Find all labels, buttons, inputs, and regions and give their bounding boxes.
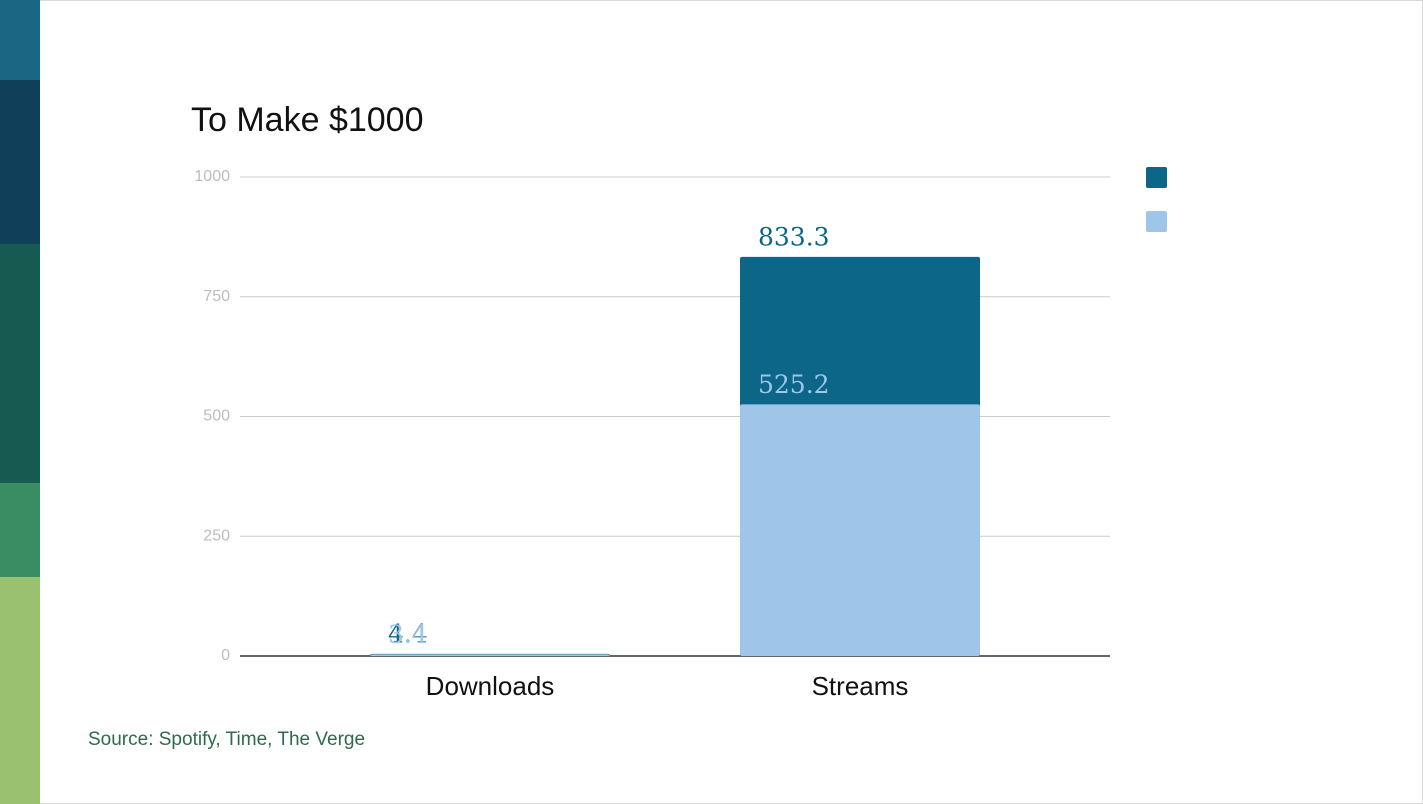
data-label: 525.2 bbox=[758, 370, 830, 399]
chart-title: To Make $1000 bbox=[191, 101, 424, 139]
y-tick-label: 1000 bbox=[194, 168, 230, 185]
strip-block bbox=[0, 80, 40, 244]
legend-swatch bbox=[1146, 167, 1167, 188]
y-tick-label: 0 bbox=[221, 647, 230, 664]
strip-block bbox=[0, 244, 40, 483]
strip-block bbox=[0, 0, 40, 80]
data-label: 3.4 bbox=[388, 620, 428, 649]
y-tick-label: 750 bbox=[203, 288, 230, 305]
bar bbox=[370, 654, 610, 656]
y-tick-label: 250 bbox=[203, 527, 230, 544]
x-tick-label: Streams bbox=[812, 671, 909, 701]
bar bbox=[740, 404, 980, 656]
y-tick-label: 500 bbox=[203, 408, 230, 425]
x-tick-label: Downloads bbox=[426, 671, 555, 701]
strip-block bbox=[0, 577, 40, 804]
source-note: Source: Spotify, Time, The Verge bbox=[88, 729, 365, 750]
data-label: 4.4 bbox=[388, 619, 428, 648]
strip-block bbox=[0, 483, 40, 577]
data-label: 833.3 bbox=[758, 222, 830, 251]
legend-swatch bbox=[1146, 211, 1167, 232]
